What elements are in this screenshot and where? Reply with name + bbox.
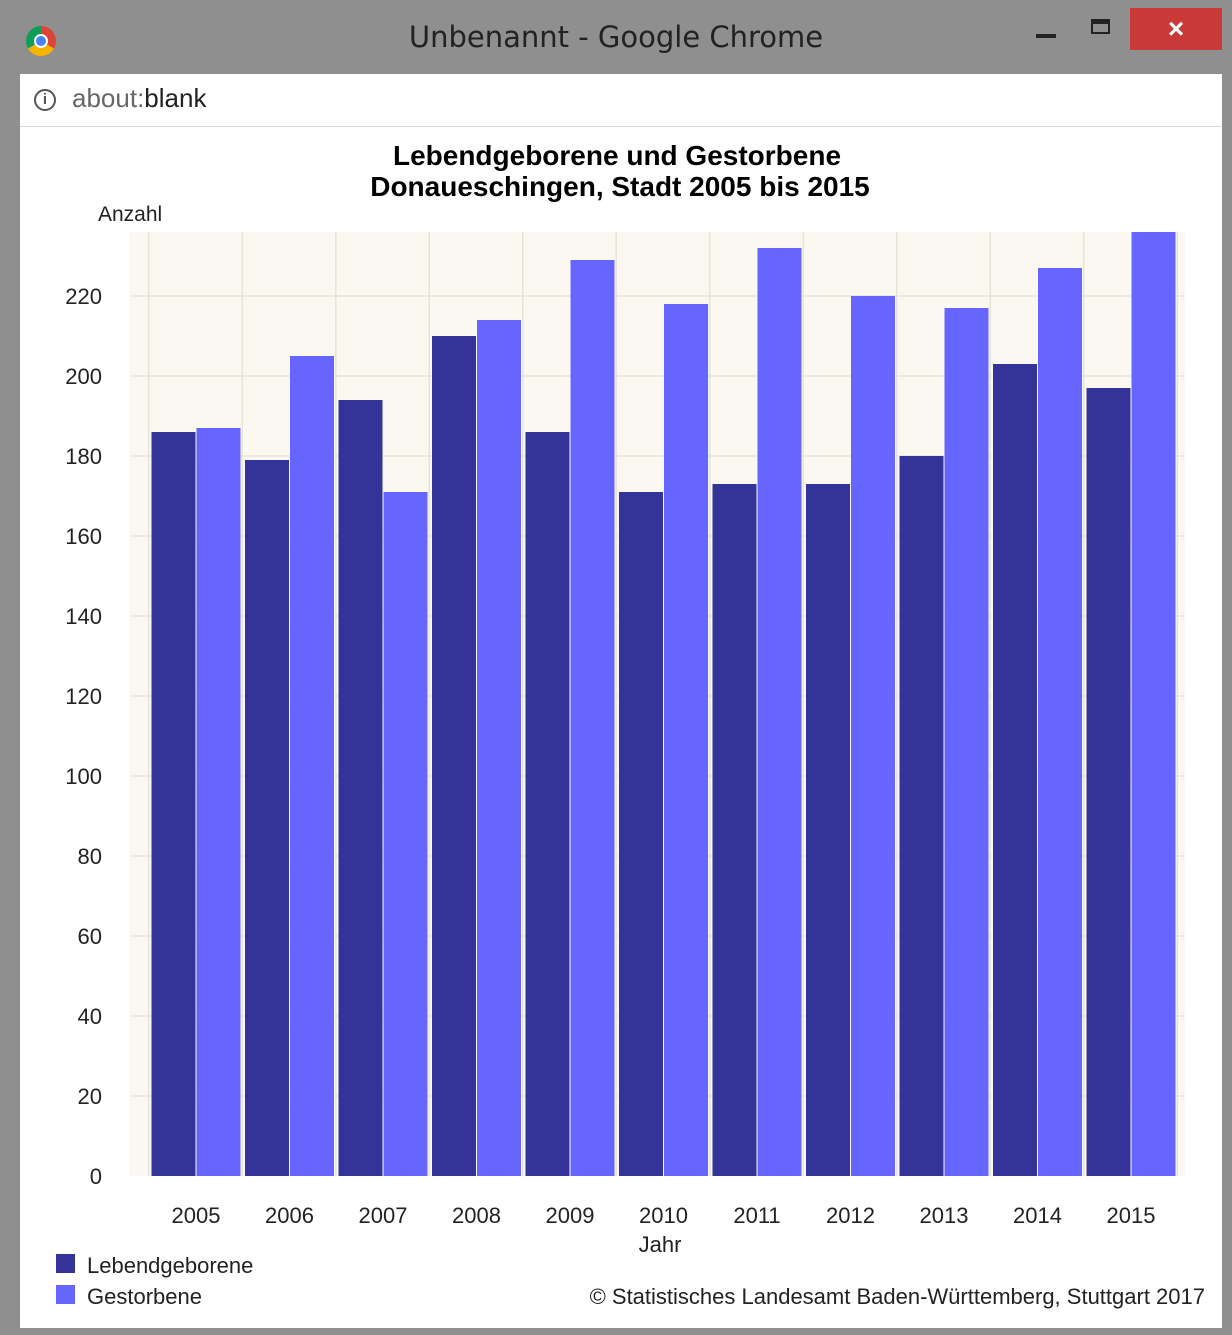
bar-lebendgeborene [993, 364, 1037, 1176]
bar-series [151, 232, 1176, 1176]
bar-lebendgeborene [432, 336, 476, 1176]
bar-lebendgeborene [245, 460, 289, 1176]
chart-subtitle: Donaueschingen, Stadt 2005 bis 2015 [370, 171, 870, 202]
legend-label-lebendgeborene: Lebendgeborene [87, 1253, 253, 1278]
y-tick-label: 0 [90, 1164, 102, 1189]
bar-gestorbene [383, 492, 428, 1176]
title-bar[interactable]: Unbenannt - Google Chrome × [0, 0, 1232, 74]
bar-lebendgeborene [899, 456, 944, 1176]
source-note: © Statistisches Landesamt Baden-Württemb… [590, 1284, 1205, 1309]
y-tick-label: 180 [65, 444, 102, 469]
bar-gestorbene [196, 428, 241, 1176]
x-tick-label: 2014 [1013, 1203, 1062, 1228]
bar-lebendgeborene [1086, 388, 1131, 1176]
legend-swatch-lebendgeborene [56, 1254, 75, 1273]
page-content: Lebendgeborene und Gestorbene Donaueschi… [20, 127, 1222, 1328]
bar-gestorbene [1038, 268, 1082, 1176]
y-tick-label: 140 [65, 604, 102, 629]
x-axis-label: Jahr [639, 1232, 682, 1257]
legend-swatch-gestorbene [56, 1285, 75, 1304]
url-text[interactable]: about:blank [72, 83, 206, 114]
chrome-icon [26, 26, 56, 56]
y-tick-label: 220 [65, 284, 102, 309]
bar-gestorbene [664, 304, 708, 1176]
bar-lebendgeborene [525, 432, 570, 1176]
x-tick-label: 2010 [639, 1203, 688, 1228]
url-path: blank [144, 83, 207, 113]
legend: Lebendgeborene Gestorbene [56, 1253, 253, 1309]
y-tick-label: 120 [65, 684, 102, 709]
y-tick-label: 40 [78, 1004, 102, 1029]
bar-gestorbene [757, 248, 802, 1176]
chart-title: Lebendgeborene und Gestorbene [393, 140, 841, 171]
x-axis-ticks: 2005 2006 2007 2008 2009 2010 2011 2012 2013 2014… [172, 1203, 1156, 1228]
window-title: Unbenannt - Google Chrome [408, 20, 824, 54]
bar-gestorbene [1131, 232, 1176, 1176]
y-tick-label: 200 [65, 364, 102, 389]
x-tick-label: 2009 [546, 1203, 595, 1228]
bar-lebendgeborene [806, 484, 850, 1176]
maximize-icon[interactable] [1078, 8, 1126, 50]
y-tick-label: 160 [65, 524, 102, 549]
y-axis-ticks: 0 20 40 60 80 100 120 140 160 180 200 220 [65, 284, 102, 1189]
address-bar[interactable]: i about:blank [20, 74, 1222, 127]
chart: Lebendgeborene und Gestorbene Donaueschi… [56, 140, 1205, 1309]
x-tick-label: 2007 [359, 1203, 408, 1228]
y-tick-label: 60 [78, 924, 102, 949]
minimize-icon[interactable] [1022, 8, 1070, 50]
bar-lebendgeborene [151, 432, 196, 1176]
bar-lebendgeborene [619, 492, 663, 1176]
x-tick-label: 2011 [733, 1203, 780, 1228]
bar-gestorbene [477, 320, 521, 1176]
x-tick-label: 2008 [452, 1203, 501, 1228]
x-tick-label: 2015 [1107, 1203, 1156, 1228]
x-tick-label: 2013 [920, 1203, 969, 1228]
x-tick-label: 2005 [172, 1203, 221, 1228]
y-tick-label: 100 [65, 764, 102, 789]
legend-label-gestorbene: Gestorbene [87, 1284, 202, 1309]
y-tick-label: 80 [78, 844, 102, 869]
bar-gestorbene [290, 356, 334, 1176]
x-tick-label: 2006 [265, 1203, 314, 1228]
window-bottom-border [0, 1328, 1232, 1335]
info-icon[interactable]: i [34, 89, 56, 111]
x-tick-label: 2012 [826, 1203, 875, 1228]
bar-gestorbene [851, 296, 895, 1176]
bar-gestorbene [570, 260, 615, 1176]
url-scheme: about: [72, 83, 145, 113]
y-axis-label: Anzahl [98, 203, 162, 226]
y-tick-label: 20 [78, 1084, 102, 1109]
bar-lebendgeborene [712, 484, 757, 1176]
bar-gestorbene [944, 308, 989, 1176]
bar-lebendgeborene [338, 400, 383, 1176]
close-icon[interactable]: × [1130, 8, 1222, 50]
